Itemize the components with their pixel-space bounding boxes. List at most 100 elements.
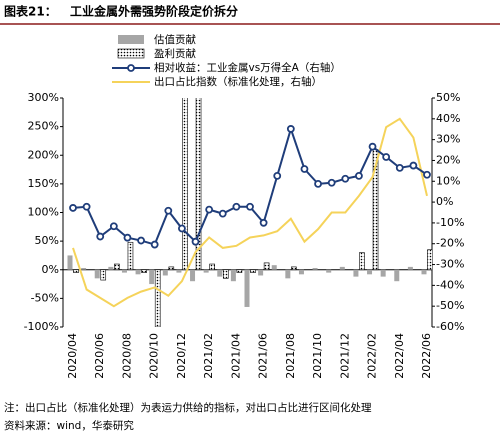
x-tick-label: 2022/06 — [420, 333, 433, 379]
profit-bar — [236, 269, 243, 273]
y-tick-label: 150% — [28, 177, 59, 190]
valuation-bar — [312, 268, 318, 270]
y2-tick-label: -40% — [436, 278, 464, 291]
x-tick-label: 2020/08 — [120, 333, 133, 379]
relative-return-point — [409, 161, 418, 170]
legend-marker — [127, 64, 135, 72]
valuation-bar — [380, 269, 386, 277]
x-tick-label: 2020/06 — [93, 333, 106, 379]
profit-bar — [427, 249, 432, 271]
profit-bar — [73, 269, 79, 273]
relative-return-point — [150, 240, 159, 249]
profit-bar — [100, 269, 107, 281]
y-tick-label: 250% — [28, 120, 59, 133]
profit-bar — [182, 98, 188, 271]
relative-return-point — [395, 163, 404, 172]
x-tick-label: 2021/08 — [284, 333, 297, 379]
y2-tick-label: 30% — [436, 133, 460, 146]
profit-bar — [250, 269, 256, 273]
valuation-bar — [94, 269, 100, 279]
valuation-bar — [230, 269, 236, 282]
x-tick-label: 2021/04 — [229, 333, 242, 379]
relative-return-point — [96, 232, 105, 241]
y2-tick-label: 40% — [436, 112, 460, 125]
valuation-bar — [121, 269, 127, 273]
y-tick-label: 0% — [42, 263, 59, 276]
legend-label: 估值贡献 — [154, 33, 196, 46]
relative-return-point — [382, 153, 391, 161]
valuation-bar — [367, 269, 373, 275]
profit-bar — [222, 269, 229, 279]
export-line — [72, 117, 428, 308]
legend-label: 出口占比指数（标准化处理，右轴） — [154, 75, 322, 88]
relative-return-point — [246, 202, 254, 211]
profit-bar — [154, 269, 161, 327]
valuation-bar — [81, 268, 87, 270]
y2-tick-label: 20% — [436, 153, 460, 166]
note: 注：出口占比（标准化处理）为表运力供给的指标，对出口占比进行区间化处理 — [4, 401, 372, 414]
relative-return-point — [368, 142, 377, 151]
figure-label: 图表21： — [4, 4, 57, 19]
valuation-bar — [407, 266, 413, 270]
profit-bar — [263, 262, 270, 271]
y-tick-label: 200% — [28, 148, 59, 161]
relative-return-point — [314, 179, 322, 188]
relative-return-point — [355, 171, 363, 180]
relative-return-point — [273, 171, 282, 180]
source: 资料来源：wind，华泰研究 — [4, 419, 134, 432]
valuation-bar — [217, 269, 223, 277]
y2-tick-label: 0% — [436, 195, 453, 208]
y-tick-label: -50% — [31, 291, 59, 304]
profit-bar — [114, 263, 120, 271]
relative-return-point — [286, 125, 295, 133]
x-tick-label: 2022/02 — [366, 333, 379, 379]
valuation-bar — [108, 266, 114, 270]
profit-bar — [168, 266, 175, 271]
profit-bar — [195, 98, 202, 271]
x-tick-label: 2021/10 — [311, 333, 324, 379]
relative-return-point — [232, 202, 241, 211]
profit-bar — [359, 252, 365, 271]
relative-return-point — [178, 224, 186, 233]
y2-tick-label: -30% — [436, 258, 464, 271]
y-tick-label: 100% — [28, 206, 59, 219]
relative-return-point — [69, 204, 77, 212]
relative-return-point — [82, 202, 91, 211]
relative-return-point — [123, 233, 132, 242]
relative-return-point — [300, 165, 309, 173]
valuation-bar — [339, 266, 345, 270]
relative-return-point — [191, 237, 200, 246]
y2-tick-label: -20% — [436, 237, 464, 250]
valuation-bar — [135, 269, 141, 275]
valuation-bar — [190, 269, 196, 282]
valuation-bar — [285, 269, 291, 279]
y-tick-label: 50% — [35, 234, 59, 247]
x-tick-label: 2021/02 — [202, 333, 215, 379]
valuation-bar — [298, 269, 304, 275]
valuation-bar — [353, 269, 359, 277]
valuation-bar — [326, 269, 332, 273]
valuation-bar — [271, 265, 277, 270]
valuation-bar — [203, 269, 209, 273]
relative-return-point — [423, 170, 431, 179]
y2-tick-label: -60% — [436, 320, 464, 333]
relative-return-point — [327, 178, 336, 187]
valuation-bar — [67, 255, 73, 270]
relative-return-point — [259, 218, 268, 227]
relative-return-point — [109, 222, 118, 231]
y2-tick-label: 50% — [436, 91, 460, 104]
valuation-bar — [149, 269, 155, 285]
y2-tick-label: -10% — [436, 216, 464, 229]
relative-return-point — [341, 174, 350, 183]
relative-return-point — [218, 209, 227, 218]
x-tick-label: 2020/04 — [66, 333, 79, 379]
profit-bar — [127, 241, 134, 271]
y-tick-label: 300% — [28, 91, 59, 104]
y-tick-label: -100% — [24, 320, 59, 333]
valuation-bar — [162, 269, 168, 276]
y2-tick-label: 10% — [436, 174, 460, 187]
x-tick-label: 2021/06 — [257, 333, 270, 379]
x-tick-label: 2021/12 — [338, 333, 351, 379]
valuation-bar — [258, 269, 264, 276]
